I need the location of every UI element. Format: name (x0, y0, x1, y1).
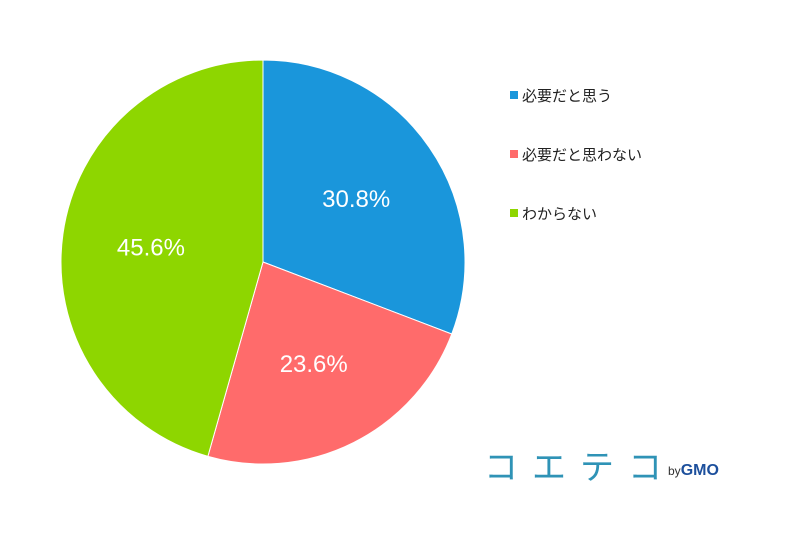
legend: 必要だと思う 必要だと思わない わからない (510, 84, 642, 261)
legend-swatch-need (510, 91, 518, 99)
legend-label-need: 必要だと思う (522, 86, 613, 105)
brand-gmo-text: GMO (680, 462, 719, 479)
pie-label-need: 30.8% (322, 186, 390, 213)
pie-label-unknown: 45.6% (117, 234, 185, 261)
pie-slice-not-need (207, 261, 453, 465)
legend-label-unknown: わからない (522, 204, 598, 223)
brand-logo: コエテコ byGMO (484, 440, 719, 489)
brand-by-text: by (668, 464, 681, 478)
brand-logo-text: コエテコ (484, 448, 676, 488)
legend-item-unknown: わからない (510, 202, 642, 224)
brand-by-gmo: byGMO (668, 462, 719, 480)
legend-item-not-need: 必要だと思わない (510, 143, 642, 165)
legend-swatch-unknown (510, 209, 518, 217)
legend-item-need: 必要だと思う (510, 84, 642, 106)
legend-label-not-need: 必要だと思わない (522, 145, 643, 164)
legend-swatch-not-need (510, 150, 518, 158)
pie-slice-unknown (60, 59, 264, 457)
pie-slice-need (262, 59, 466, 335)
pie-label-not-need: 23.6% (280, 351, 348, 378)
